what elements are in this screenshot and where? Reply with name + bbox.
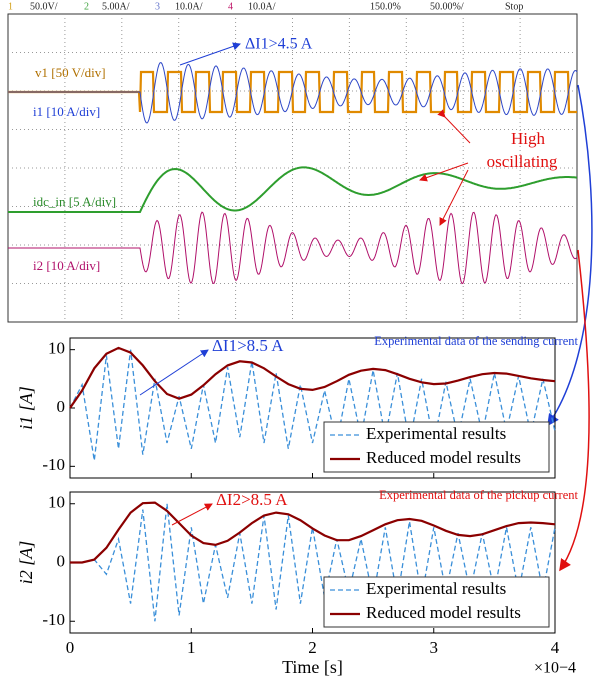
- scope-header: 10.0A/: [175, 1, 203, 12]
- scope-annotation: ΔI1>4.5 A: [245, 36, 313, 53]
- scope-header: 1: [8, 1, 13, 12]
- scope-header: 50.00%/: [430, 1, 464, 12]
- scope-header: 150.0%: [370, 1, 401, 12]
- annotation: ΔI2>8.5 A: [216, 490, 288, 509]
- page: 1 50.0V/2 5.00A/3 10.0A/4 10.0A/150.0% 50.00%…: [0, 0, 597, 687]
- x-axis-label: Time [s]: [282, 657, 343, 677]
- legend-label: Experimental results: [366, 424, 506, 443]
- y-axis-label: i2 [A]: [16, 541, 36, 585]
- legend-label: Experimental results: [366, 579, 506, 598]
- y-tick-label: 10: [48, 493, 65, 512]
- scope-label: idc_in [5 A/div]: [33, 194, 116, 209]
- x-tick-label: 1: [187, 638, 196, 657]
- scope-label: i2 [10 A/div]: [33, 258, 100, 273]
- y-tick-label: 10: [48, 339, 65, 358]
- x-tick-label: 0: [66, 638, 75, 657]
- legend-label: Reduced model results: [366, 448, 521, 467]
- legend-label: Reduced model results: [366, 603, 521, 622]
- scope-label: i1 [10 A/div]: [33, 104, 100, 119]
- x-tick-label: 4: [551, 638, 560, 657]
- arrow: [172, 504, 212, 525]
- figure: 1 50.0V/2 5.00A/3 10.0A/4 10.0A/150.0% 50.00%…: [0, 0, 597, 687]
- scope-header: 5.00A/: [102, 1, 130, 12]
- scope-header: 3: [155, 1, 160, 12]
- note: Experimental data of the sending current: [374, 334, 578, 348]
- y-tick-label: -10: [42, 610, 65, 629]
- x-tick-label: 2: [308, 638, 317, 657]
- y-tick-label: -10: [42, 455, 65, 474]
- scope-header: 50.0V/: [30, 1, 58, 12]
- y-tick-label: 0: [57, 397, 66, 416]
- scope-annotation: oscillating: [487, 152, 558, 171]
- scope-header: 10.0A/: [248, 1, 276, 12]
- scope-annotation: High: [511, 129, 546, 148]
- y-tick-label: 0: [57, 551, 66, 570]
- scope-header: 2: [84, 1, 89, 12]
- scope-header: 4: [228, 1, 233, 12]
- y-axis-label: i1 [A]: [16, 386, 36, 430]
- series-line: [70, 348, 555, 408]
- annotation: ΔI1>8.5 A: [212, 336, 284, 355]
- x-tick-label: 3: [430, 638, 439, 657]
- x-scale-label: ×10−4: [534, 660, 576, 677]
- note: Experimental data of the pickup current: [379, 488, 578, 502]
- scope-label: v1 [50 V/div]: [35, 65, 106, 80]
- scope-header: Stop: [505, 1, 523, 12]
